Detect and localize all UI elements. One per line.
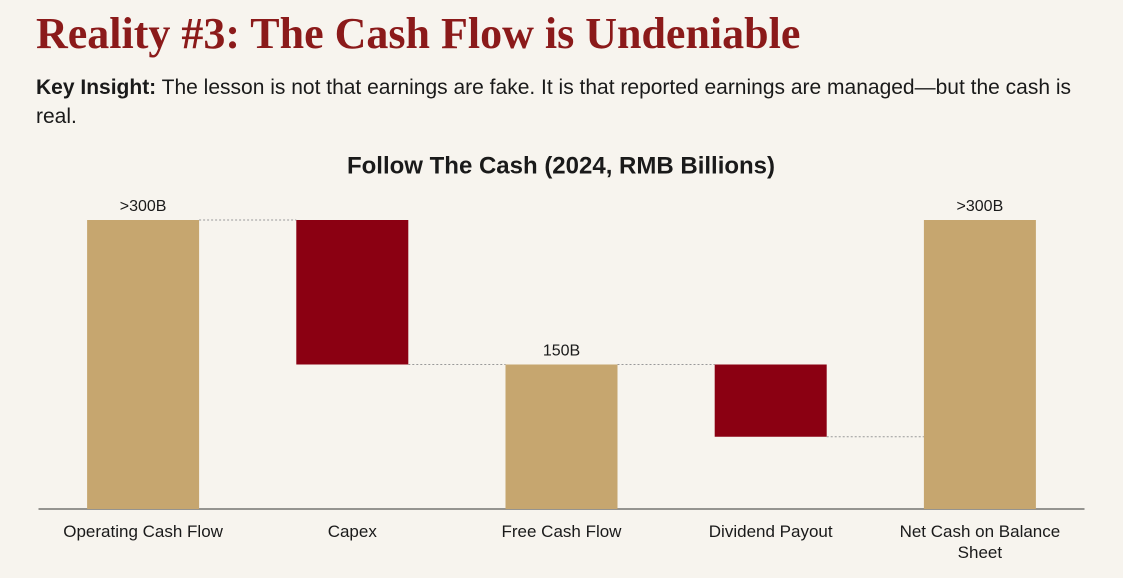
bar [296, 220, 409, 365]
x-tick-label: Net Cash on Balance Sheet [899, 522, 1061, 562]
x-tick-label: Dividend Payout [708, 522, 833, 541]
bar [923, 220, 1036, 509]
value-label: >300B [957, 198, 1004, 215]
x-label-box: Net Cash on Balance Sheet [899, 522, 1061, 562]
x-label-box: Operating Cash Flow [63, 522, 223, 541]
insight-label: Key Insight: [36, 76, 157, 99]
x-label-box: Capex [327, 522, 377, 541]
x-tick-label: Operating Cash Flow [63, 522, 223, 541]
bar [87, 220, 200, 509]
x-tick-label: Free Cash Flow [501, 522, 622, 541]
value-label: 150B [543, 343, 580, 360]
bar [505, 364, 618, 509]
x-label-box: Dividend Payout [708, 522, 833, 541]
insight-text: The lesson is not that earnings are fake… [36, 76, 1072, 128]
slide-title: Reality #3: The Cash Flow is Undeniable [36, 9, 801, 58]
chart-title: Follow The Cash (2024, RMB Billions) [347, 152, 775, 179]
x-tick-label: Capex [327, 522, 377, 541]
x-label-box: Free Cash Flow [501, 522, 622, 541]
value-label: >300B [120, 198, 167, 215]
bar [714, 364, 827, 437]
key-insight: Key Insight: The lesson is not that earn… [36, 73, 1096, 131]
